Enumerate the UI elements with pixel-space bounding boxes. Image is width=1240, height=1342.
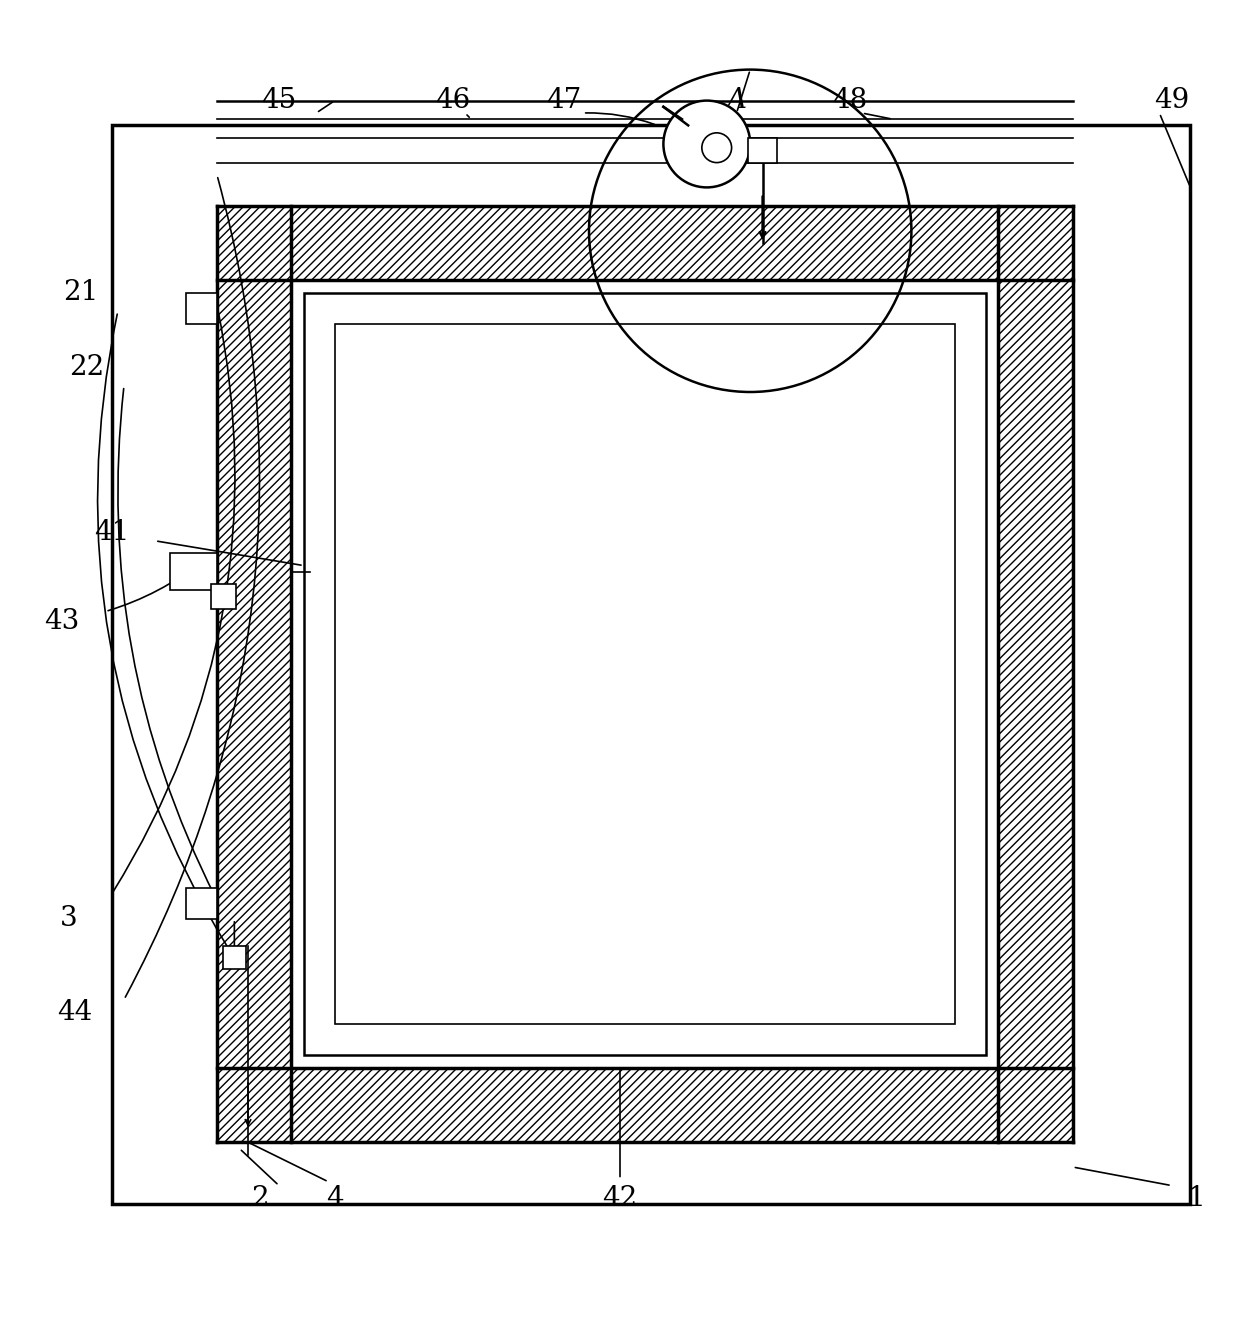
Text: 42: 42 [603, 1185, 637, 1212]
Text: A: A [727, 87, 746, 114]
Text: 2: 2 [252, 1185, 269, 1212]
Bar [217, 1068, 1073, 1142]
Circle shape [702, 133, 732, 162]
Text: 47: 47 [547, 87, 582, 114]
Bar [112, 125, 1190, 1204]
Bar [186, 293, 217, 323]
Text: 4: 4 [326, 1185, 343, 1212]
Text: 45: 45 [262, 87, 296, 114]
Text: 1: 1 [1188, 1185, 1205, 1212]
Bar [186, 888, 217, 919]
Text: 46: 46 [435, 87, 470, 114]
Text: 43: 43 [45, 608, 79, 635]
Circle shape [663, 101, 750, 188]
Bar [217, 207, 1073, 280]
Text: 21: 21 [63, 279, 98, 306]
Text: 22: 22 [69, 354, 104, 381]
Bar [335, 323, 955, 1024]
Bar [998, 207, 1073, 1142]
Bar [304, 293, 986, 1055]
Text: 49: 49 [1154, 87, 1189, 114]
Bar [748, 138, 777, 162]
Bar [170, 553, 217, 590]
Text: 48: 48 [832, 87, 867, 114]
Text: 41: 41 [94, 518, 129, 546]
Bar [211, 584, 236, 609]
Text: 44: 44 [57, 998, 92, 1025]
Bar [217, 207, 291, 1142]
Text: 3: 3 [60, 906, 77, 933]
Bar [223, 946, 246, 969]
